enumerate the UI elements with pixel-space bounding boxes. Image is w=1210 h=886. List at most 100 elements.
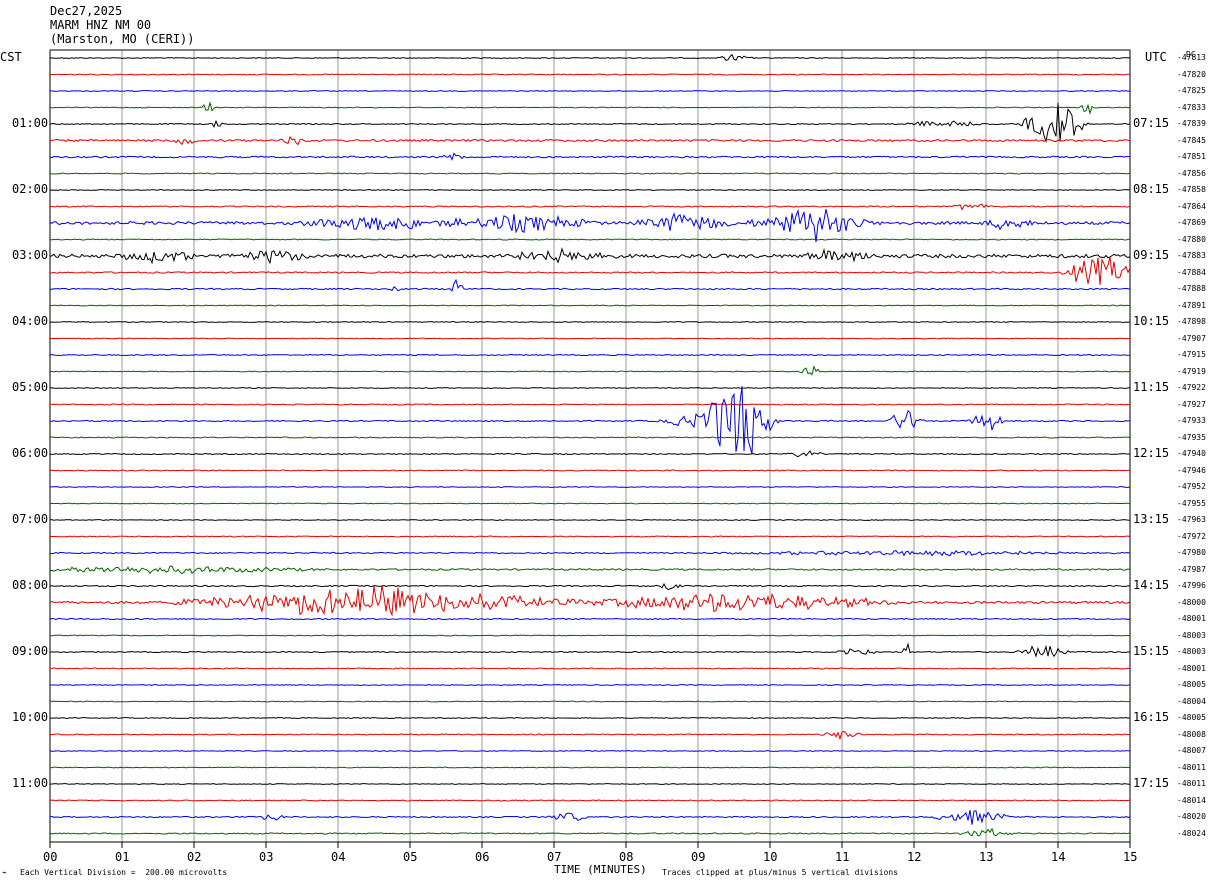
x-tick-label: 09	[691, 850, 706, 864]
right-hour-label: 15:15	[1133, 644, 1170, 658]
minute-gridlines	[49, 49, 1131, 843]
trace-33	[49, 585, 1131, 617]
trace-28	[49, 519, 1131, 521]
trace-31	[49, 565, 1131, 575]
x-tick-label: 07	[547, 850, 562, 864]
x-axis-ticks	[49, 842, 1131, 848]
trace-32	[49, 582, 1131, 591]
x-tick-label: 11	[835, 850, 850, 864]
trace-8	[49, 189, 1131, 191]
trace-35	[49, 634, 1131, 637]
right-hour-label: 12:15	[1133, 446, 1170, 460]
dc-offset-label: -48003	[1177, 647, 1206, 656]
trace-10	[49, 208, 1131, 243]
right-hour-label: 17:15	[1133, 776, 1170, 790]
trace-19	[49, 364, 1131, 376]
dc-offset-label: -47915	[1177, 350, 1206, 359]
trace-7	[49, 172, 1131, 175]
trace-0	[49, 53, 1131, 62]
x-tick-label: 12	[907, 850, 922, 864]
x-tick-label: 01	[115, 850, 130, 864]
trace-47	[49, 827, 1131, 837]
dc-offset-label: -47883	[1177, 251, 1206, 260]
dc-offset-label: -47839	[1177, 119, 1206, 128]
dc-offset-label: -48007	[1177, 746, 1206, 755]
scale-note: Each Vertical Division = 200.00 microvol…	[20, 868, 228, 877]
left-hour-label: 04:00	[12, 314, 49, 328]
dc-offset-label: -48024	[1177, 828, 1206, 838]
right-timezone-label: UTC	[1145, 50, 1167, 64]
trace-4	[49, 102, 1131, 144]
trace-9	[49, 203, 1131, 211]
dc-offset-label: -47856	[1177, 168, 1206, 178]
dc-offset-label: -47933	[1177, 416, 1206, 425]
trace-23	[49, 436, 1131, 439]
trace-12	[49, 247, 1131, 265]
trace-2	[49, 90, 1131, 92]
dc-offset-label: -47919	[1177, 366, 1206, 376]
location-label: (Marston, MO (CERI))	[50, 32, 195, 46]
dc-offset-label: -47907	[1177, 333, 1206, 343]
dc-offset-label: -47869	[1177, 218, 1206, 227]
x-tick-label: 08	[619, 850, 634, 864]
trace-34	[49, 617, 1131, 621]
dc-offset-label: -48001	[1177, 614, 1206, 623]
dc-offset-label: -47845	[1177, 135, 1206, 145]
dc-offset-label: -47888	[1177, 284, 1206, 293]
left-hour-label: 10:00	[12, 710, 49, 724]
trace-46	[49, 809, 1131, 825]
left-hour-label: 07:00	[12, 512, 49, 526]
trace-11	[49, 238, 1131, 241]
dc-offset-label: -47972	[1177, 531, 1206, 541]
x-tick-label: 14	[1051, 850, 1066, 864]
dc-offset-label: -48001	[1177, 663, 1206, 673]
dc-offset-label: -47946	[1177, 465, 1206, 475]
left-hour-label: 01:00	[12, 116, 49, 130]
right-hour-label: 16:15	[1133, 710, 1170, 724]
dc-offset-label: -48020	[1177, 812, 1206, 821]
dc-offset-label: -48003	[1177, 630, 1206, 640]
dc-offset-label: -48008	[1177, 729, 1206, 739]
dc-offset-label: -48005	[1177, 680, 1206, 689]
dc-offset-label: -47987	[1177, 564, 1206, 574]
dc-offset-label: -48011	[1177, 762, 1206, 772]
trace-25	[49, 469, 1131, 472]
dc-offset-label: -47820	[1177, 69, 1206, 79]
trace-16	[49, 321, 1131, 323]
left-hour-label: 05:00	[12, 380, 49, 394]
dc-offset-label: -47898	[1177, 317, 1206, 326]
dc-offset-label: -47955	[1177, 498, 1206, 508]
left-hour-label: 08:00	[12, 578, 49, 592]
trace-21	[49, 403, 1131, 406]
trace-36	[49, 642, 1131, 658]
x-tick-label: 04	[331, 850, 346, 864]
trace-39	[49, 700, 1131, 703]
trace-5	[49, 135, 1131, 146]
right-hour-label: 10:15	[1133, 314, 1170, 328]
trace-13	[49, 256, 1131, 285]
trace-17	[49, 337, 1131, 340]
dc-offset-label: -47927	[1177, 399, 1206, 409]
dc-offset-label: -47851	[1177, 152, 1206, 161]
x-tick-label: 03	[259, 850, 274, 864]
trace-43	[49, 766, 1131, 769]
trace-45	[49, 799, 1131, 802]
right-hour-label: 11:15	[1133, 380, 1170, 394]
x-tick-label: 15	[1123, 850, 1138, 864]
trace-18	[49, 353, 1131, 357]
trace-27	[49, 502, 1131, 505]
left-hour-label: 06:00	[12, 446, 49, 460]
right-hour-label: 09:15	[1133, 248, 1170, 262]
dc-offset-label: -47858	[1177, 185, 1206, 194]
x-tick-label: 02	[187, 850, 202, 864]
left-timezone-label: CST	[0, 50, 22, 64]
trace-42	[49, 750, 1131, 752]
dc-offset-label: -47825	[1177, 86, 1206, 95]
trace-41	[49, 730, 1131, 741]
x-axis-title: TIME (MINUTES)	[554, 863, 647, 876]
dc-offset-label: -47996	[1177, 581, 1206, 590]
corner-mark: ⌁	[2, 868, 7, 877]
dc-offset-label: -47935	[1177, 432, 1206, 442]
right-hour-label: 07:15	[1133, 116, 1170, 130]
